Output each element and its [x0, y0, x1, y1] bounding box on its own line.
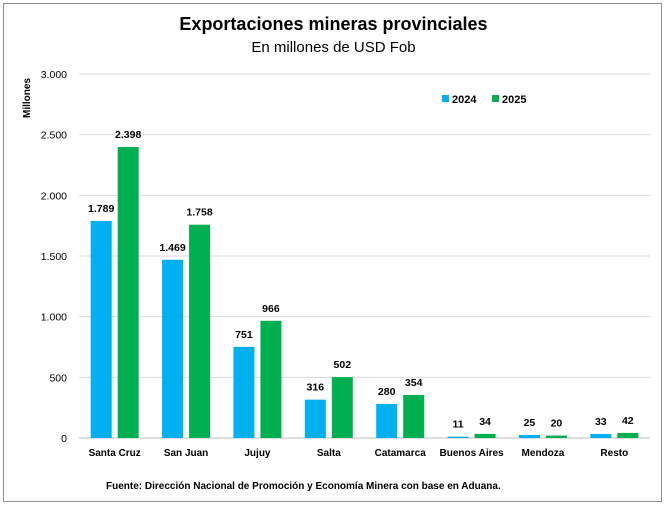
data-label: 1.758 — [186, 207, 212, 219]
bar-2024 — [90, 220, 112, 438]
bar-2024 — [304, 399, 326, 438]
data-label: 966 — [262, 303, 280, 315]
bar-2025 — [331, 377, 353, 438]
x-tick-label: San Juan — [164, 448, 208, 459]
data-label: 11 — [453, 419, 464, 431]
bar-2025 — [545, 435, 567, 438]
x-tick-label: Mendoza — [522, 448, 565, 459]
y-tick-label: 3.000 — [41, 69, 67, 81]
y-tick-label: 1.500 — [41, 251, 67, 263]
data-label: 25 — [524, 417, 536, 429]
legend-label: 2024 — [452, 94, 477, 106]
data-label: 316 — [307, 382, 325, 394]
bar-2025 — [117, 147, 139, 438]
bar-2024 — [590, 433, 612, 438]
bar-2025 — [617, 432, 639, 438]
bar-2024 — [162, 259, 184, 438]
bar-2024 — [233, 346, 255, 438]
bar-2025 — [260, 320, 282, 438]
x-tick-label: Buenos Aires — [440, 448, 505, 459]
legend-label: 2025 — [502, 94, 526, 106]
chart-title: Exportaciones mineras provinciales — [179, 14, 488, 34]
data-label: 33 — [595, 416, 607, 428]
y-tick-label: 500 — [49, 372, 67, 384]
bar-2025 — [474, 433, 496, 438]
data-label: 34 — [479, 416, 491, 428]
bar-2025 — [403, 395, 425, 438]
legend-swatch-2024 — [442, 95, 449, 102]
data-label: 1.789 — [88, 203, 114, 215]
data-label: 2.398 — [115, 129, 141, 141]
y-tick-label: 2.000 — [41, 190, 67, 202]
bar-2024 — [447, 436, 469, 438]
chart-subtitle: En millones de USD Fob — [251, 39, 416, 56]
y-tick-label: 0 — [61, 433, 67, 445]
data-label: 751 — [235, 329, 253, 341]
x-tick-label: Catamarca — [375, 448, 427, 459]
bar-2025 — [189, 224, 211, 438]
bar-2024 — [376, 404, 398, 438]
data-label: 20 — [551, 418, 563, 430]
x-tick-label: Santa Cruz — [89, 448, 141, 459]
x-tick-label: Salta — [317, 448, 341, 459]
y-tick-label: 1.000 — [41, 312, 67, 324]
x-tick-label: Resto — [600, 448, 628, 459]
source-note: Fuente: Dirección Nacional de Promoción … — [106, 481, 501, 492]
data-label: 354 — [405, 377, 423, 389]
data-label: 280 — [378, 386, 396, 398]
data-label: 42 — [622, 415, 634, 427]
legend-swatch-2025 — [492, 95, 499, 102]
x-tick-label: Jujuy — [244, 448, 271, 459]
data-label: 502 — [334, 359, 352, 371]
y-tick-label: 2.500 — [41, 130, 67, 142]
bar-2024 — [518, 434, 540, 438]
data-label: 1.469 — [159, 242, 185, 254]
